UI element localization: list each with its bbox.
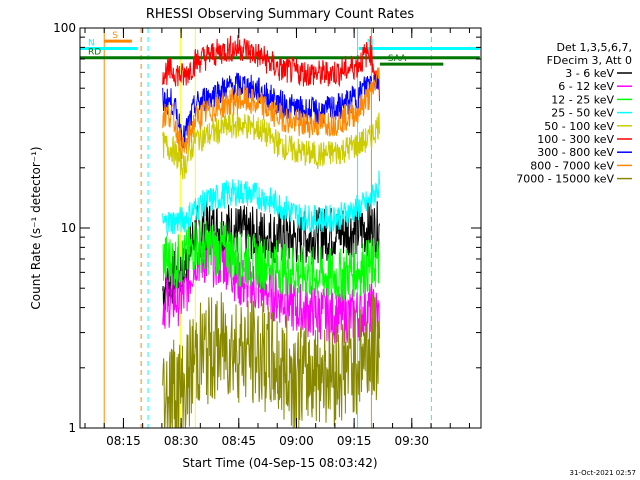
y-tick-label-1: 10	[61, 221, 76, 235]
x-tick-label-3: 09:00	[279, 434, 314, 448]
axes: 08:15 08:30 08:45 09:00 09:15 09:30 1 10 100	[53, 21, 481, 448]
series-line-4	[162, 111, 380, 180]
series-line-7	[162, 67, 380, 159]
legend-label-7: 800 - 7000 keV	[530, 159, 614, 172]
flag-label-0: S	[112, 31, 118, 41]
series-line-6	[162, 68, 380, 149]
chart-title: RHESSI Observing Summary Count Rates	[146, 7, 415, 22]
legend-label-4: 50 - 100 keV	[544, 120, 614, 133]
series-line-8	[162, 292, 380, 429]
x-tick-label-5: 09:30	[394, 434, 429, 448]
y-tick-label-2: 100	[53, 21, 76, 35]
x-tick-label-0: 08:15	[106, 434, 141, 448]
flag-label-4: SAA	[388, 54, 407, 64]
x-tick-label-1: 08:30	[164, 434, 199, 448]
legend-label-2: 12 - 25 keV	[551, 93, 614, 106]
legend-label-3: 25 - 50 keV	[551, 107, 614, 120]
legend-label-0: 3 - 6 keV	[565, 67, 614, 80]
x-tick-label-2: 08:45	[221, 434, 256, 448]
flag-label-3: RD	[88, 48, 101, 58]
series-line-3	[162, 170, 380, 237]
x-axis-label: Start Time (04-Sep-15 08:03:42)	[182, 456, 377, 470]
legend-header-line-2: FDecim 3, Att 0	[547, 54, 632, 67]
series-line-5	[162, 34, 380, 102]
legend-label-6: 300 - 800 keV	[537, 146, 614, 159]
legend-label-1: 6 - 12 keV	[558, 80, 614, 93]
legend-header-line-1: Det 1,3,5,6,7,	[556, 41, 632, 54]
series-line-2	[162, 220, 380, 303]
legend-label-8: 7000 - 15000 keV	[516, 173, 614, 186]
footer-timestamp: 31-Oct-2021 02:57	[570, 469, 636, 477]
x-tick-label-4: 09:15	[337, 434, 372, 448]
legend-label-5: 100 - 300 keV	[537, 133, 614, 146]
y-tick-label-0: 1	[68, 421, 76, 435]
flag-label-1: N	[88, 38, 95, 48]
legend: Det 1,3,5,6,7, FDecim 3, Att 0 3 - 6 keV…	[516, 41, 632, 186]
y-axis-label: Count Rate (s⁻¹ detector⁻¹)	[29, 146, 43, 309]
